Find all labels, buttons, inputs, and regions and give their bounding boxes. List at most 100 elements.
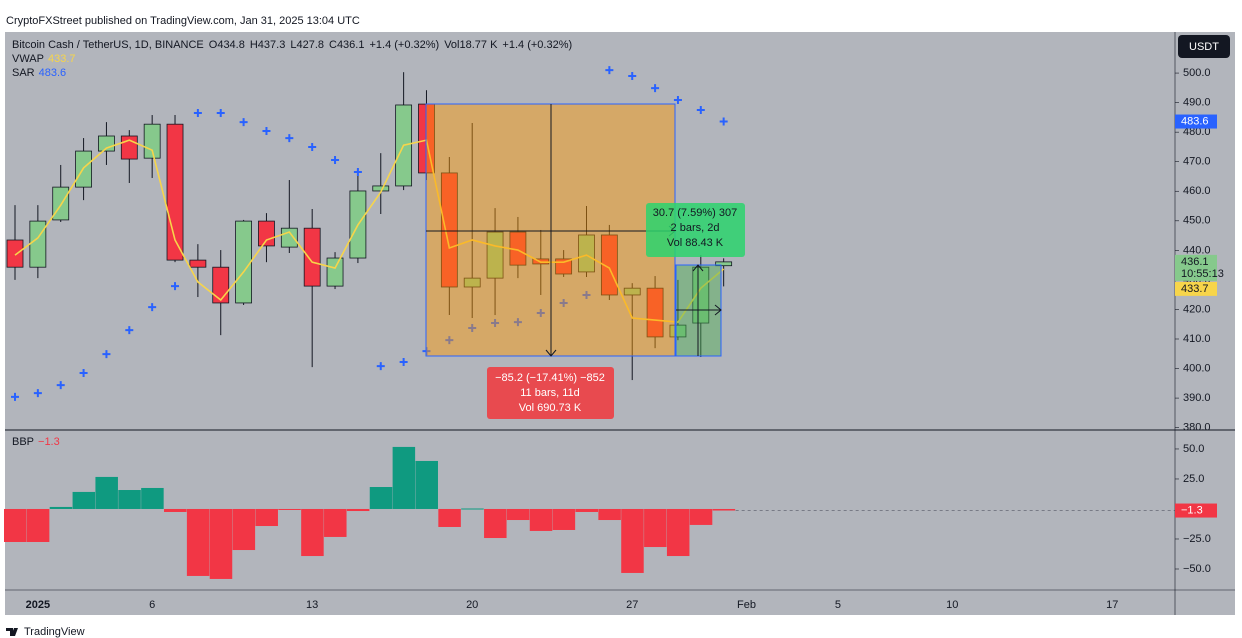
y-tick-label: 450.0: [1183, 215, 1211, 227]
legend-item: Bitcoin Cash / TetherUS, 1D, BINANCE: [12, 39, 204, 51]
bbp-bar: [72, 491, 96, 509]
bbp-bar: [621, 508, 644, 573]
sar-point: [193, 108, 202, 117]
y-tick-label: 380.0: [1183, 422, 1211, 434]
x-tick-label: 17: [1106, 599, 1118, 611]
sar-point: [239, 118, 248, 127]
candle-body: [463, 277, 481, 288]
y-tick-label: 420.0: [1183, 303, 1211, 315]
y-tick-label: 390.0: [1183, 392, 1211, 404]
price-tag-label: −1.3: [1181, 504, 1203, 516]
sar-point: [33, 389, 42, 398]
candle-body: [486, 231, 504, 279]
currency-button[interactable]: [1178, 35, 1230, 58]
bbp-bar: [4, 508, 27, 542]
candle-body: [326, 257, 344, 287]
candle-body: [189, 259, 207, 268]
x-tick-label: 13: [306, 599, 318, 611]
price-tag-label: 433.7: [1181, 283, 1209, 295]
sar-point: [491, 319, 500, 328]
sar-point: [353, 168, 362, 177]
x-tick-label: Feb: [737, 599, 756, 611]
measure-arrow: [692, 264, 704, 272]
price-tag: [1175, 254, 1217, 281]
legend-item: 433.7: [48, 53, 76, 65]
candle-body: [29, 220, 47, 268]
bbp-bar: [301, 508, 324, 557]
legend-item: VWAP: [12, 53, 44, 65]
candle-body: [235, 220, 253, 304]
sar-point: [171, 282, 180, 291]
bbp-bar: [232, 508, 256, 551]
bbp-bar: [529, 508, 553, 531]
candle-body: [715, 261, 733, 267]
sar-point: [696, 106, 705, 115]
bbp-bar: [598, 508, 621, 521]
x-tick-label: 2025: [26, 599, 50, 611]
measure-label-text: 11 bars, 11d: [520, 387, 580, 399]
candle-body: [623, 287, 641, 296]
bbp-bar: [438, 508, 461, 527]
legend-item: SAR: [12, 67, 35, 79]
legend-item: O434.8: [209, 39, 245, 51]
bbp-bar: [186, 508, 210, 576]
measure-label-up: [646, 203, 745, 257]
legend-bbp: BBP −1.3: [12, 436, 60, 448]
sar-point: [216, 108, 225, 117]
sar-point: [399, 358, 408, 367]
measure-label-text: Vol 88.43 K: [667, 237, 724, 249]
candle-body: [6, 239, 24, 268]
y-tick-label: 480.0: [1183, 126, 1211, 138]
bbp-bar: [392, 446, 416, 509]
sar-point: [536, 308, 545, 317]
price-tag: [1175, 281, 1217, 296]
x-tick-label: 10: [946, 599, 958, 611]
price-tag: [1175, 114, 1217, 129]
legend-item: BBP: [12, 436, 34, 448]
candle-body: [212, 266, 230, 304]
currency[interactable]: USDT: [1189, 41, 1219, 53]
tradingview-logo: [6, 628, 18, 636]
legend-item: +1.4 (+0.32%): [369, 39, 439, 51]
sar-point: [376, 362, 385, 371]
sar-point: [628, 72, 637, 81]
plot: [4, 66, 1175, 579]
bbp-bar: [552, 508, 576, 530]
candle-body: [646, 287, 664, 338]
legend-item: +1.4 (+0.32%): [502, 39, 572, 51]
candle-body: [372, 185, 390, 192]
y-tick-label: 440.0: [1183, 244, 1211, 256]
y-tick-label: 400.0: [1183, 362, 1211, 374]
measure-arrow: [545, 349, 557, 357]
sar-point: [582, 290, 591, 299]
candle-body: [578, 234, 595, 273]
bbp-bar: [26, 508, 50, 542]
sar-point: [331, 155, 340, 164]
candle-body: [143, 123, 161, 159]
y-tick-label: 410.0: [1183, 333, 1211, 345]
candle-body: [280, 227, 298, 248]
measure-arrow: [714, 304, 722, 316]
y-tick-label: 490.0: [1183, 97, 1211, 109]
candle-body: [669, 324, 687, 338]
sar-point: [56, 381, 65, 390]
price-tag-label: 436.1: [1181, 256, 1209, 268]
bbp-bar: [666, 508, 690, 557]
vwap-line: [14, 139, 725, 323]
candle-body: [52, 186, 70, 221]
bbp-bar: [209, 508, 233, 579]
x-tick-label: 6: [149, 599, 155, 611]
y-tick-label: −50.0: [1183, 563, 1211, 575]
bbp-bar: [506, 508, 530, 521]
bbp-bar: [49, 506, 73, 509]
legend-item: L427.8: [290, 39, 324, 51]
sar-point: [605, 66, 614, 75]
sar-point: [11, 392, 19, 401]
candle-body: [258, 220, 275, 247]
y-tick-label: 50.0: [1183, 443, 1204, 455]
sar-point: [673, 95, 682, 104]
legend-vwap: VWAP 433.7: [12, 53, 76, 65]
bbp-bar: [712, 508, 736, 511]
